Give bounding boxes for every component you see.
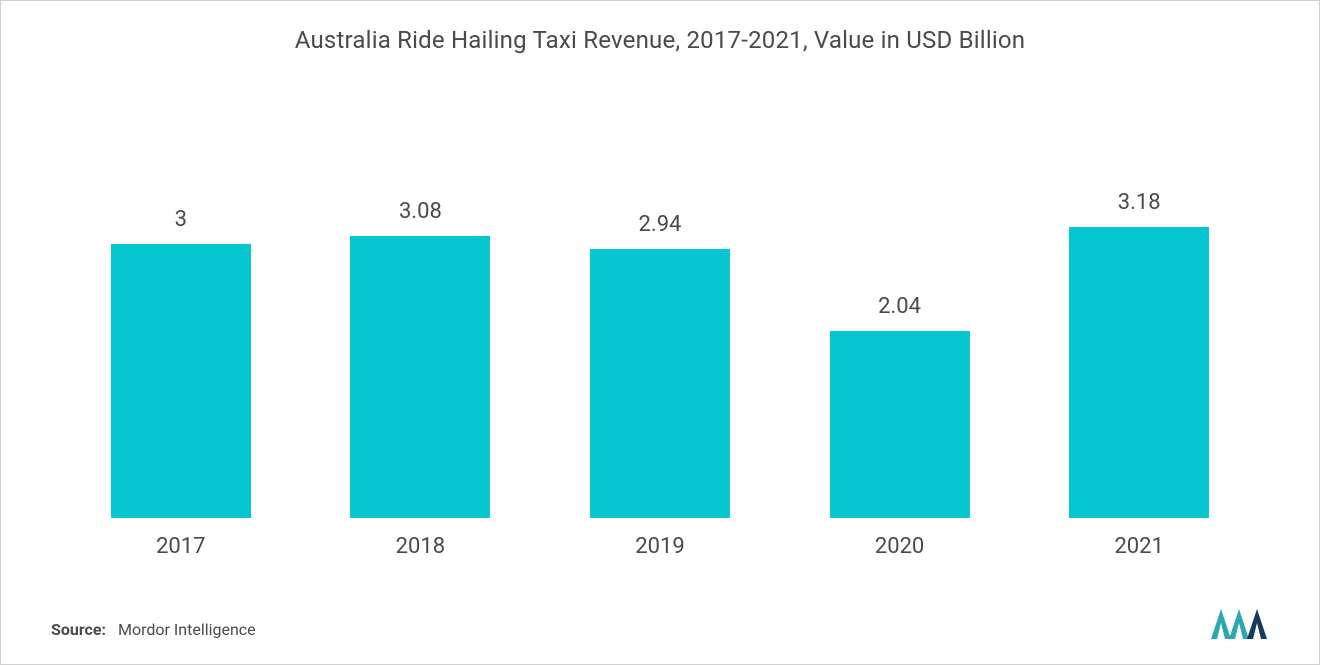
source-text: Mordor Intelligence xyxy=(118,620,256,639)
bar-group-2020: 2.04 2020 xyxy=(780,294,1020,559)
value-label: 3.08 xyxy=(399,199,442,224)
bar xyxy=(590,249,730,518)
bar xyxy=(830,331,970,518)
category-label: 2020 xyxy=(875,534,924,559)
value-label: 2.94 xyxy=(639,212,682,237)
chart-title: Australia Ride Hailing Taxi Revenue, 201… xyxy=(51,26,1269,54)
bar-group-2018: 3.08 2018 xyxy=(301,199,541,559)
source-label: Source: xyxy=(51,620,106,639)
chart-container: Australia Ride Hailing Taxi Revenue, 201… xyxy=(1,1,1319,664)
value-label: 3.18 xyxy=(1118,190,1161,215)
bar-group-2017: 3 2017 xyxy=(61,207,301,559)
value-label: 2.04 xyxy=(878,294,921,319)
category-label: 2021 xyxy=(1114,534,1163,559)
plot-area: 3 2017 3.08 2018 2.94 2019 2.04 2020 3.1… xyxy=(51,64,1269,559)
category-label: 2018 xyxy=(396,534,445,559)
bar-group-2021: 3.18 2021 xyxy=(1019,190,1259,559)
bar xyxy=(111,244,251,518)
category-label: 2019 xyxy=(635,534,684,559)
source-block: Source: Mordor Intelligence xyxy=(51,620,256,639)
value-label: 3 xyxy=(175,207,187,232)
category-label: 2017 xyxy=(156,534,205,559)
mordor-logo-icon xyxy=(1211,609,1269,639)
footer-row: Source: Mordor Intelligence xyxy=(51,609,1269,644)
bar xyxy=(350,236,490,518)
bar-group-2019: 2.94 2019 xyxy=(540,212,780,559)
bar xyxy=(1069,227,1209,518)
